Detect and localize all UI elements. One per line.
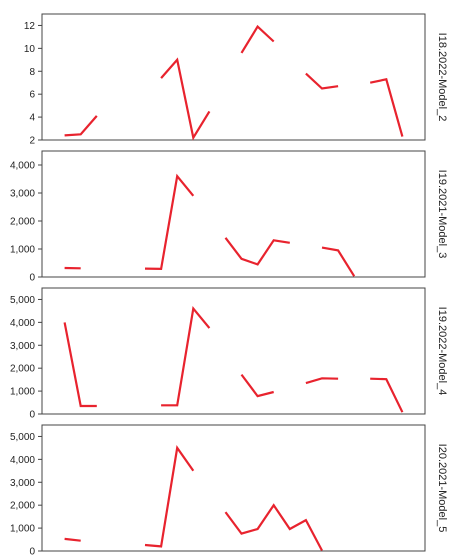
- panel-frame: [41, 13, 426, 141]
- panel-label: I19.2021-Model_3: [436, 170, 448, 259]
- y-tick-label: 5,000: [10, 432, 35, 443]
- y-tick-label: 8: [29, 67, 35, 78]
- panel-4: 0 1,000 2,000 3,000 4,000 5,000 I20.2021-Model…: [10, 424, 448, 558]
- y-tick-label: 2: [29, 136, 35, 147]
- series-line: [305, 377, 339, 385]
- panel-2: 0 1,000 2,000 3,000 4,000 I19.2021-Model_3: [10, 150, 448, 284]
- series-line: [160, 57, 211, 141]
- y-tick-label: 1,000: [10, 524, 35, 535]
- panel-label: I19.2022-Model_4: [436, 307, 448, 396]
- y-tick-label: 3,000: [10, 341, 35, 352]
- y-tick-label: 4,000: [10, 455, 35, 466]
- series-line: [240, 24, 275, 54]
- series-line: [369, 78, 404, 137]
- y-tick-label: 3,000: [10, 478, 35, 489]
- panel-frame: [41, 424, 426, 552]
- series-line: [224, 237, 290, 266]
- y-tick-label: 3,000: [10, 189, 35, 200]
- series-line: [144, 445, 195, 548]
- panel-1: 2 4 6 8 10 12 I18.2022-Model_2: [24, 13, 448, 147]
- panel-frame: [41, 287, 426, 415]
- series-line: [64, 537, 81, 542]
- series-line: [370, 377, 404, 413]
- y-tick-label: 1,000: [10, 245, 35, 256]
- y-tick-label: 4,000: [10, 318, 35, 329]
- panel-label: I20.2021-Model_5: [436, 444, 448, 533]
- y-tick-label: 4,000: [10, 161, 35, 172]
- panel-label: I18.2022-Model_2: [436, 33, 448, 122]
- series-line: [161, 306, 211, 407]
- series-line: [240, 373, 274, 398]
- y-tick-label: 6: [29, 90, 35, 101]
- series-line: [64, 115, 98, 137]
- series-line: [321, 246, 356, 277]
- y-tick-label: 2,000: [10, 364, 35, 375]
- series-line: [224, 503, 323, 552]
- y-tick-label: 1,000: [10, 387, 35, 398]
- series-line: [144, 173, 195, 271]
- y-tick-label: 2,000: [10, 217, 35, 228]
- y-tick-label: 0: [29, 410, 35, 421]
- y-tick-label: 2,000: [10, 501, 35, 512]
- y-tick-label: 4: [29, 113, 35, 124]
- panel-frame: [41, 150, 426, 278]
- series-line: [63, 322, 97, 408]
- y-tick-label: 12: [24, 21, 36, 32]
- y-tick-label: 10: [24, 44, 36, 55]
- y-tick-label: 5,000: [10, 295, 35, 306]
- y-tick-label: 0: [29, 547, 35, 558]
- y-tick-label: 0: [29, 273, 35, 284]
- series-line: [305, 72, 339, 90]
- panel-3: 0 1,000 2,000 3,000 4,000 5,000 I19.2022-Model…: [10, 287, 448, 421]
